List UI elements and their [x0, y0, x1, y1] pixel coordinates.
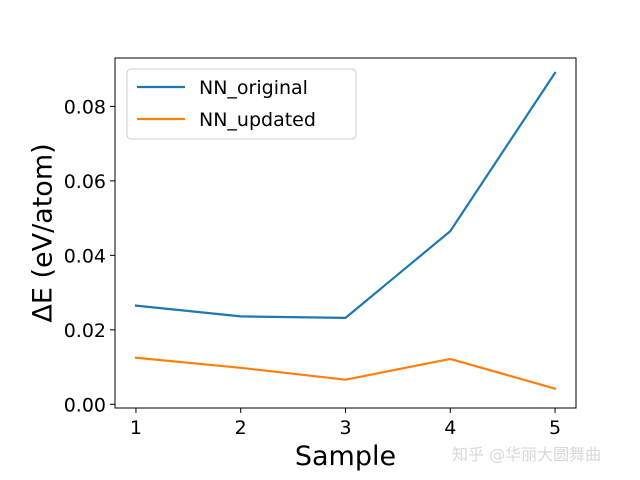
legend-label: NN_original	[199, 77, 308, 99]
y-tick-label: 0.04	[64, 245, 106, 267]
y-axis: 0.00 0.02 0.04 0.06 0.08	[64, 96, 115, 416]
y-tick-label: 0.02	[64, 320, 106, 342]
y-axis-title: ΔE (eV/atom)	[28, 143, 59, 322]
x-tick-label: 5	[549, 417, 561, 439]
x-axis: 1 2 3 4 5	[130, 408, 561, 439]
watermark-text: 知乎 @华丽大圆舞曲	[452, 445, 601, 464]
x-tick-label: 1	[130, 417, 142, 439]
y-tick-label: 0.08	[64, 96, 106, 118]
legend-label: NN_updated	[199, 109, 316, 131]
legend-items: NN_original NN_updated	[137, 77, 316, 131]
series-line-nn-updated	[134, 356, 557, 390]
x-tick-label: 2	[235, 417, 247, 439]
x-tick-label: 4	[444, 417, 456, 439]
y-tick-label: 0.00	[64, 394, 106, 416]
series-layer	[134, 71, 557, 390]
y-tick-label: 0.06	[64, 171, 106, 193]
x-axis-title: Sample	[295, 441, 396, 472]
legend: NN_original NN_updated	[126, 68, 357, 140]
x-tick-label: 3	[339, 417, 351, 439]
